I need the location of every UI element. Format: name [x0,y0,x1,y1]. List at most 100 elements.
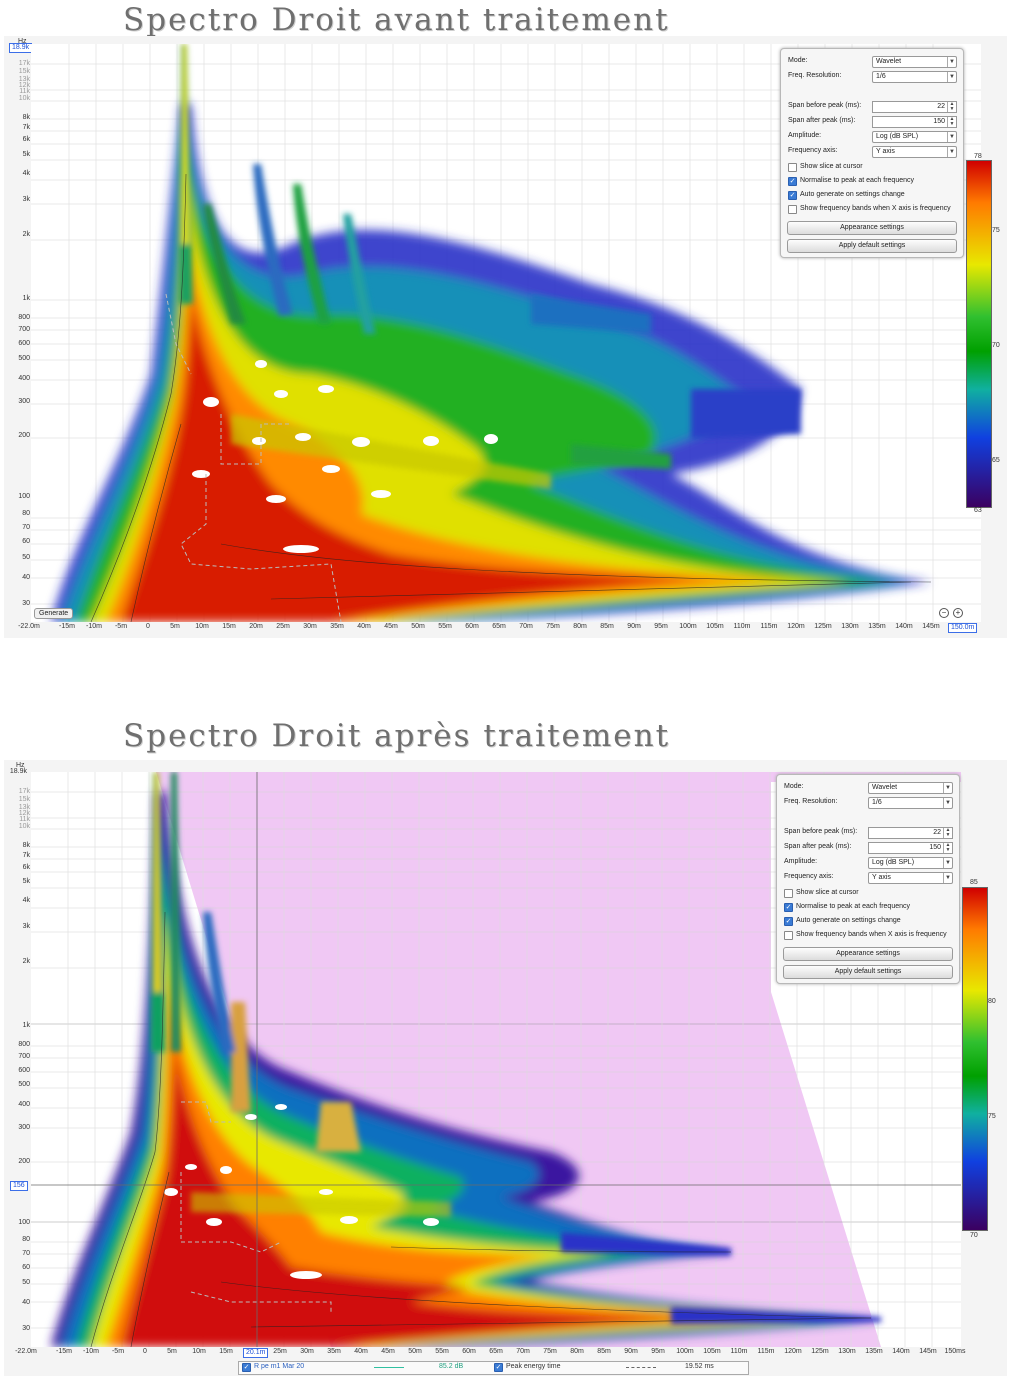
auto-generate-row: ✓ Auto generate on settings change [788,190,957,201]
y-tick-label: 700 [18,1052,30,1060]
x-tick-label: 10m [195,623,209,630]
span-after-value: 150 [929,844,941,851]
span-after-input[interactable]: 150 ▲ ▼ [868,842,953,854]
peak-energy-label: Peak energy time [506,1363,561,1370]
y-tick-label: 4k [22,897,30,905]
top-colorbar [966,160,992,508]
top-spectrogram-plot[interactable]: Generate − + [31,44,981,622]
zoom-in-x-icon[interactable]: + [953,608,963,618]
x-tick-label: 120m [787,623,805,630]
y-tick-label: 10k [18,822,30,830]
freq-res-row: Freq. Resolution: 1/6 ▼ [788,71,957,83]
mode-select[interactable]: Wavelet ▼ [872,56,957,68]
y-tick-label: 200 [18,1158,30,1166]
x-tick-label: 70m [516,1348,530,1355]
y-tick-label: 30 [22,600,30,607]
mode-select[interactable]: Wavelet ▼ [868,782,953,794]
appearance-settings-button[interactable]: Appearance settings [783,947,953,961]
stepper-icon[interactable]: ▲ ▼ [947,117,956,127]
x-tick-label: 75m [546,623,560,630]
x-tick-label: 40m [357,623,371,630]
apply-default-settings-button[interactable]: Apply default settings [787,239,957,253]
amplitude-select[interactable]: Log (dB SPL) ▼ [872,131,957,143]
auto-generate-row: ✓ Auto generate on settings change [784,916,953,927]
x-tick-label: 110m [730,1348,748,1355]
amplitude-label: Amplitude: [784,858,818,865]
x-tick-label: 100m [679,623,697,630]
y-tick-label: 50 [22,1279,30,1287]
apply-default-settings-button[interactable]: Apply default settings [783,965,953,979]
x-tick-label: 0 [146,623,150,630]
x-tick-label: -5m [114,623,128,630]
show-slice-checkbox[interactable] [784,889,793,898]
span-after-input[interactable]: 150 ▲ ▼ [872,116,957,128]
y-max-label[interactable]: 18.9k [9,43,33,53]
x-tick-label: 145m [922,623,940,630]
normalise-checkbox[interactable]: ✓ [788,177,797,186]
x-readout-label[interactable]: 20.1m [243,1348,269,1358]
freq-axis-value: Y axis [872,874,891,881]
span-before-input[interactable]: 22 ▲ ▼ [868,827,953,839]
span-before-label: Span before peak (ms): [788,102,862,109]
x-tick-label: 135m [865,1348,883,1355]
zoom-out-x-icon[interactable]: − [939,608,949,618]
x-tick-label: 20m [249,623,263,630]
x-tick-label: 120m [784,1348,802,1355]
y-tick-label: 100 [18,1218,30,1226]
span-before-input[interactable]: 22 ▲ ▼ [872,101,957,113]
auto-generate-checkbox[interactable]: ✓ [788,191,797,200]
stepper-icon[interactable]: ▲ ▼ [943,828,952,838]
x-tick-label: 115m [760,623,778,630]
x-tick-label: 90m [624,1348,638,1355]
x-tick-label: 95m [651,1348,665,1355]
auto-generate-checkbox[interactable]: ✓ [784,917,793,926]
legend-bar: ✓ R pe m1 Mar 20 85.2 dB ✓ Peak energy t… [238,1361,749,1375]
show-slice-label: Show slice at cursor [800,163,863,170]
appearance-settings-button[interactable]: Appearance settings [787,221,957,235]
bottom-spectrogram-svg [31,772,961,1347]
peak-energy-checkbox[interactable]: ✓ [494,1363,503,1372]
y-tick-label: 80 [22,1235,30,1243]
stepper-icon[interactable]: ▲ ▼ [947,102,956,112]
amplitude-row: Amplitude: Log (dB SPL) ▼ [788,131,957,143]
x-tick-label: 35m [330,623,344,630]
bottom-spectrogram-panel: Hz 18.9k [4,760,1007,1376]
show-bands-checkbox[interactable] [788,205,797,214]
y-tick-label: 8k [22,841,30,849]
freq-axis-select[interactable]: Y axis ▼ [868,872,953,884]
y-tick-label: 15k [18,68,30,75]
mode-value: Wavelet [872,784,898,791]
amplitude-select[interactable]: Log (dB SPL) ▼ [868,857,953,869]
y-tick-label: 300 [18,398,30,405]
y-tick-label: 3k [22,196,30,203]
y-tick-label: 2k [22,231,30,238]
top-spectrogram-svg [31,44,981,622]
x-tick-label: 5m [167,1348,177,1355]
series-value: 85.2 dB [439,1363,464,1370]
x-tick-label: 70m [519,623,533,630]
x-readout-label[interactable]: 150.0m [948,623,978,633]
series-name: R pe m1 Mar 20 [254,1363,305,1370]
chevron-down-icon: ▼ [943,798,952,808]
series-checkbox[interactable]: ✓ [242,1363,251,1372]
bottom-colorbar [962,887,988,1231]
stepper-icon[interactable]: ▲ ▼ [943,843,952,853]
freq-res-select[interactable]: 1/6 ▼ [872,71,957,83]
show-slice-checkbox[interactable] [788,163,797,172]
show-bands-checkbox[interactable] [784,931,793,940]
top-spectrogram-panel: Hz 18.9k + − [4,36,1007,638]
freq-res-select[interactable]: 1/6 ▼ [868,797,953,809]
generate-button[interactable]: Generate [34,608,74,619]
bottom-spectrogram-plot[interactable] [31,772,961,1347]
x-tick-label: 75m [543,1348,557,1355]
normalise-checkbox[interactable]: ✓ [784,903,793,912]
amplitude-value: Log (dB SPL) [872,859,915,866]
top-colorbar-label-70: 70 [992,342,1000,349]
top-colorbar-label-63: 63 [974,507,982,514]
freq-axis-select[interactable]: Y axis ▼ [872,146,957,158]
freq-axis-label: Frequency axis: [788,147,838,154]
y-tick-label: 11k [19,88,30,95]
show-bands-row: Show frequency bands when X axis is freq… [788,204,957,215]
freq-res-row: Freq. Resolution: 1/6 ▼ [784,797,953,809]
y-max-label: 18.9k [9,768,27,775]
